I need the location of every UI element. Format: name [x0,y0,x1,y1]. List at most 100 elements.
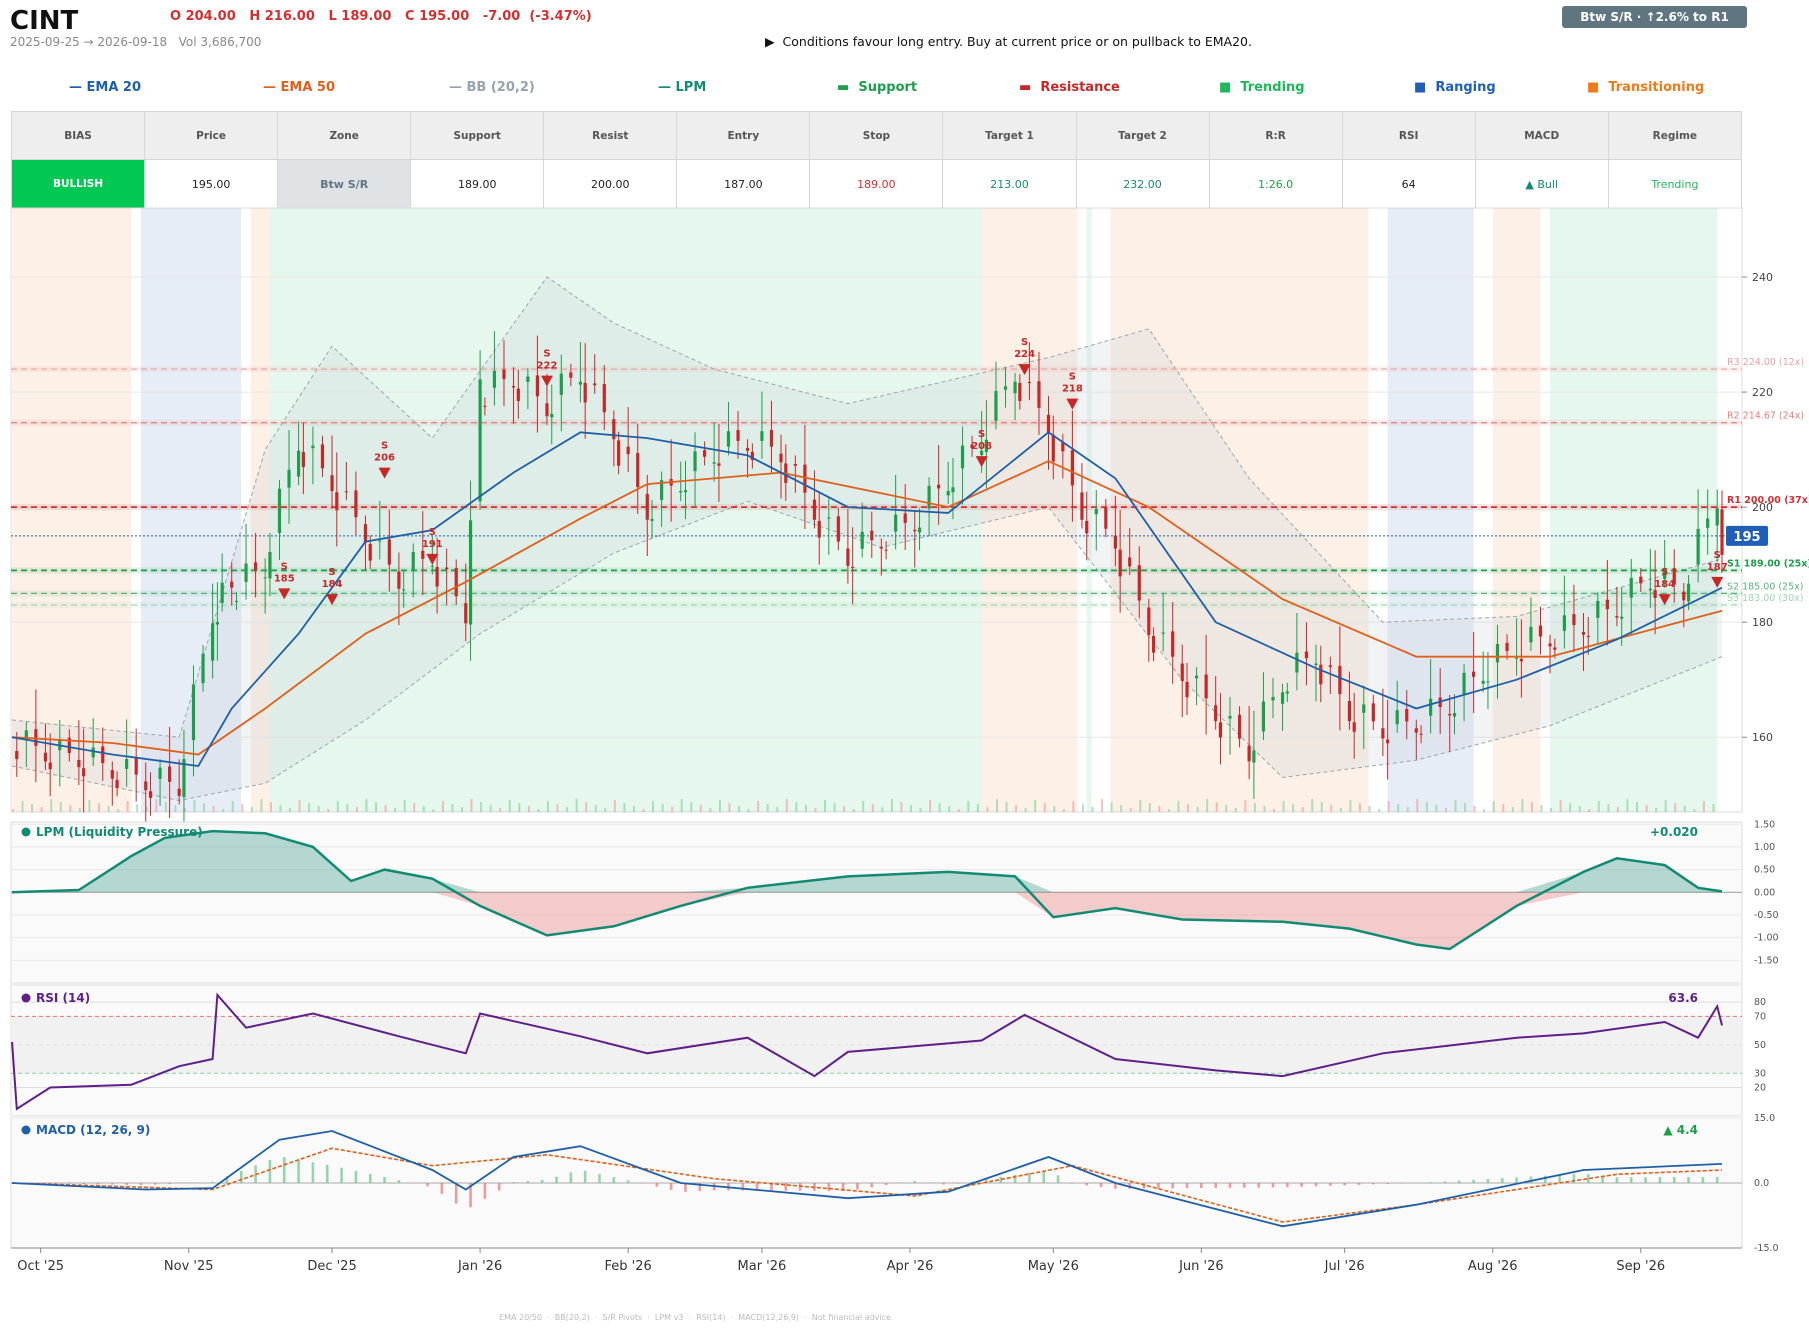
volume-bar [394,808,397,812]
candle-body [1051,434,1055,462]
candle-body [1171,631,1175,657]
volume-bar [1664,800,1667,812]
volume-bar [1263,806,1266,812]
volume-bar [317,806,320,812]
macd-histogram-bar [1200,1183,1203,1189]
candle-body [1137,565,1141,601]
volume-bar [1511,807,1514,812]
candle-body [1419,733,1423,735]
candle-body [230,581,234,588]
candle-body [903,513,907,523]
lpm-title-dot [21,827,31,837]
candle-body [263,577,267,579]
macd-histogram-bar [555,1176,558,1183]
volume-bar [1101,799,1104,812]
candle-body [1118,549,1122,577]
candle-body [1429,698,1433,716]
candle-body [1147,607,1151,635]
volume-bar [671,807,674,812]
candle-body [1013,381,1017,394]
macd-line [11,1130,1723,1228]
macd-histogram-bar [1099,1183,1103,1188]
candle-body [812,499,817,520]
lpm-last-value: +0.020 [1650,825,1698,839]
candle-body [1481,680,1485,684]
volume-bar [174,805,177,812]
candle-body [1486,681,1490,683]
candle-body [48,762,52,770]
candle-body [1128,557,1132,567]
candle-body [43,752,48,762]
volume-bar [1081,804,1084,812]
macd-histogram-bar [827,1183,831,1191]
volume-bar [355,807,358,812]
candle-body [1505,642,1509,651]
volume-bar [432,809,435,812]
volume-bar [852,809,855,812]
candle-body [1237,714,1242,739]
macd-histogram-bar [397,1180,401,1183]
volume-bar [1358,803,1361,812]
macd-histogram-bar [612,1177,616,1183]
col-entry: Entry [676,111,811,160]
volume-bar [451,804,454,812]
candle-body [15,751,19,760]
macd-histogram-bar [1142,1183,1146,1189]
volume-bar [346,804,349,812]
candle-body [683,490,688,493]
volume-bar [384,805,387,812]
volume-bar [1196,807,1199,812]
rsi-tick-label: 20 [1754,1083,1766,1094]
volume-bar [250,807,253,812]
rsi-line [11,992,1723,1111]
volume-bar [1311,799,1314,812]
candle-body [803,464,807,493]
candle-body [168,766,172,782]
macd-histogram-bar [526,1181,530,1183]
volume-bar [766,804,769,812]
col-stop: Stop [809,111,944,160]
macd-histogram-bar [1028,1172,1031,1183]
sell-signal-marker [1066,398,1079,410]
volume-bar [604,808,607,812]
lpm-tick-label: 1.00 [1754,842,1775,853]
support-level-label: S2 185.00 (25x) [1727,581,1803,592]
candle-body [1686,583,1691,602]
macd-histogram-bar [1572,1174,1576,1183]
volume-bar [594,805,597,812]
candle-body [492,370,497,388]
macd-histogram-bar [1529,1176,1533,1183]
macd-histogram-bar [985,1179,988,1183]
volume-bar [1702,801,1705,812]
macd-histogram-bar [841,1183,845,1191]
volume-bar [298,800,301,812]
candle-body [1395,710,1399,725]
volume-bar [1492,801,1495,812]
macd-histogram-bar [1056,1175,1060,1183]
volume-bar [1129,808,1132,812]
volume-bar [1244,800,1247,812]
candle-body [951,487,955,493]
candle-body [435,566,439,587]
candle-body [626,446,630,455]
volume-bar [976,804,979,812]
sell-signal-marker [1711,576,1724,588]
stop-cell: 189.00 [809,159,944,209]
candle-body [937,484,941,489]
macd-histogram-bar [1629,1177,1633,1183]
candle-body [67,737,71,754]
candle-body [335,492,339,511]
candle-body [215,621,219,625]
chart-legend: — EMA 20 — EMA 50 — BB (20,2) — LPM ▬ Su… [10,80,1740,102]
lpm-tick-label: -0.50 [1754,910,1779,921]
candle-body [836,516,840,542]
legend-ema50: — EMA 50 [263,80,336,95]
candle-body [1046,414,1051,434]
candle-body [148,791,153,798]
volume-bar [279,805,282,812]
volume-bar [40,807,43,812]
x-tick-label: Dec '25 [307,1259,356,1274]
macd-histogram-bar [340,1167,343,1183]
macd-histogram-bar [1300,1183,1303,1187]
candle-body [1247,745,1251,762]
